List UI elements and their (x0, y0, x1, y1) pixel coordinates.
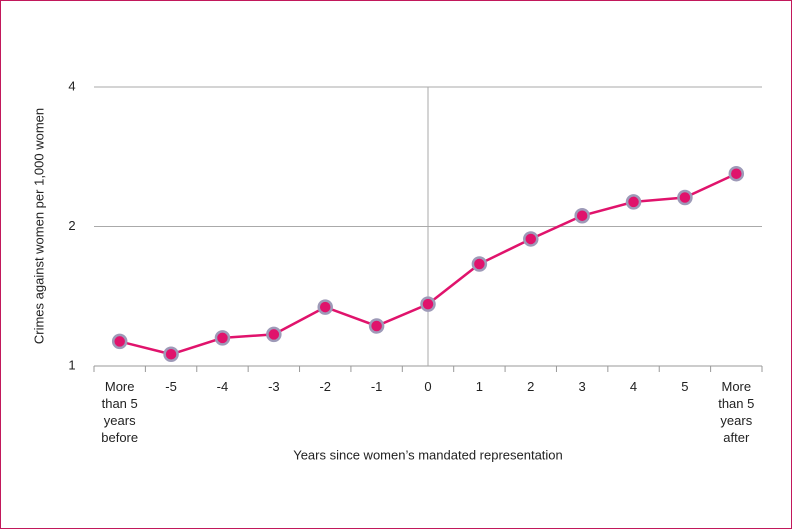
x-tick-label: 3 (579, 379, 586, 394)
y-axis-label: Crimes against women per 1,000 women (31, 108, 46, 344)
x-tick-label: -5 (165, 379, 177, 394)
y-tick-label: 4 (68, 78, 75, 93)
marker (163, 346, 179, 363)
marker (677, 189, 693, 206)
x-tick-label: 0 (424, 379, 431, 394)
marker (111, 333, 128, 350)
x-tick-label: 5 (681, 379, 688, 394)
marker (368, 318, 385, 334)
x-tick-label: -4 (217, 379, 229, 394)
y-tick-label: 2 (68, 218, 75, 233)
x-tick-label: -1 (371, 379, 383, 394)
x-axis-label: Years since women’s mandated representat… (293, 447, 563, 462)
marker (420, 296, 436, 312)
x-tick-label: More than 5 years before (101, 379, 138, 445)
marker (625, 194, 642, 210)
marker (214, 330, 231, 346)
marker (728, 165, 745, 182)
x-tick-label: More than 5 years after (718, 379, 754, 445)
x-tick-label: -3 (268, 379, 280, 394)
marker (523, 231, 539, 247)
marker (317, 299, 333, 315)
x-tick-label: 1 (476, 379, 483, 394)
x-tick-label: 2 (527, 379, 534, 394)
y-tick-label: 1 (68, 357, 75, 372)
marker (471, 256, 488, 272)
marker (266, 326, 282, 343)
marker (574, 207, 590, 224)
x-tick-label: -2 (319, 379, 331, 394)
x-tick-label: 4 (630, 379, 637, 394)
